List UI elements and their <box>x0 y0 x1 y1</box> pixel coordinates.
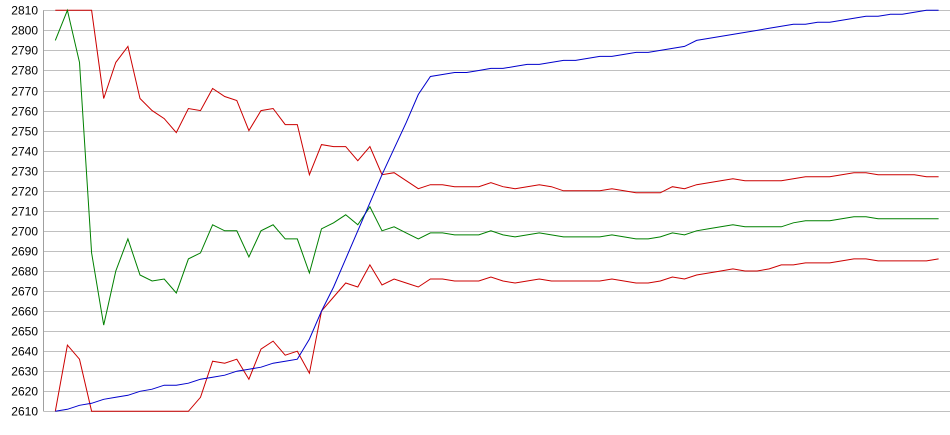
y-tick-label: 2730 <box>11 165 38 179</box>
y-tick-label: 2660 <box>11 305 38 319</box>
y-tick-label: 2740 <box>11 145 38 159</box>
y-tick-label: 2810 <box>11 4 38 18</box>
y-tick-label: 2620 <box>11 385 38 399</box>
series-line-4 <box>55 9 939 412</box>
y-tick-label: 2650 <box>11 325 38 339</box>
y-tick-label: 2790 <box>11 44 38 58</box>
series-line-1 <box>55 9 939 194</box>
y-tick-label: 2630 <box>11 365 38 379</box>
y-tick-label: 2780 <box>11 64 38 78</box>
y-tick-label: 2690 <box>11 245 38 259</box>
y-tick-label: 2750 <box>11 125 38 139</box>
y-tick-label: 2800 <box>11 24 38 38</box>
gridlines <box>43 10 950 412</box>
y-tick-label: 2700 <box>11 225 38 239</box>
y-tick-label: 2710 <box>11 205 38 219</box>
series-line-2 <box>54 8 939 326</box>
y-tick-label: 2760 <box>11 105 38 119</box>
y-tick-label: 2720 <box>11 185 38 199</box>
y-tick-label: 2670 <box>11 285 38 299</box>
y-tick-label: 2610 <box>11 405 38 419</box>
y-tick-label: 2680 <box>11 265 38 279</box>
y-tick-label: 2770 <box>11 85 38 99</box>
y-tick-label: 2640 <box>11 345 38 359</box>
series-lines <box>54 8 939 412</box>
y-axis-tick-labels: 2610 2620 2630 2640 2650 2660 2670 2680 2690 2700… <box>11 4 38 419</box>
series-line-3 <box>54 258 939 412</box>
